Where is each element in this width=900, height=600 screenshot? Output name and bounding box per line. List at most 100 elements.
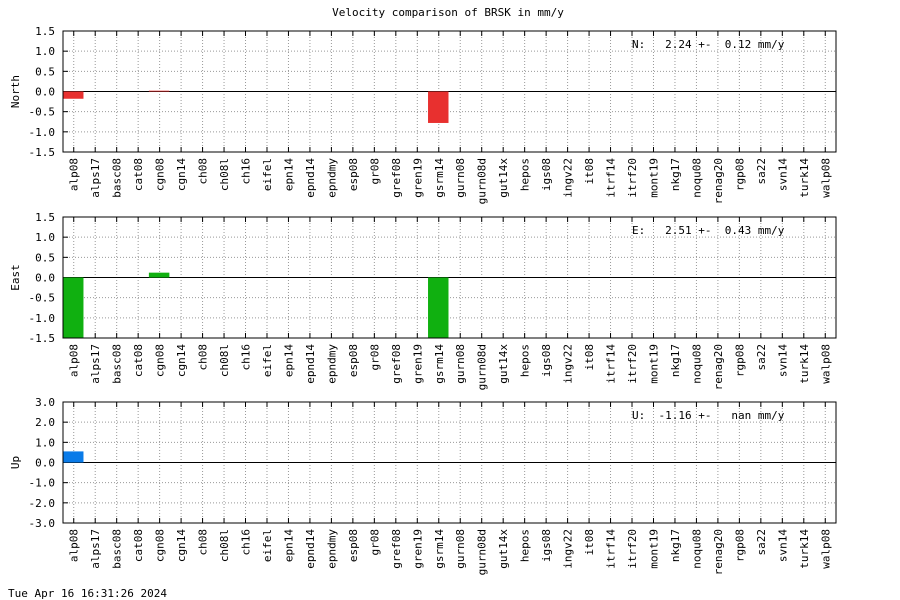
x-tick-label: alp08 xyxy=(68,344,81,377)
x-tick-label: gref08 xyxy=(390,529,403,569)
annotation: N: 2.24 +- 0.12 mm/y xyxy=(632,38,785,51)
x-tick-label: svn14 xyxy=(776,158,789,191)
x-tick-label: nkg17 xyxy=(669,529,682,562)
x-tick-label: gurn08d xyxy=(476,529,489,575)
x-tick-label: gurn08 xyxy=(454,529,467,569)
x-tick-label: itrf14 xyxy=(605,529,618,569)
x-tick-label: sa22 xyxy=(755,529,768,556)
x-tick-label: hepos xyxy=(519,344,532,377)
y-axis-label: East xyxy=(9,264,22,291)
x-tick-label: noqu08 xyxy=(690,529,703,569)
x-tick-label: epn14 xyxy=(282,344,295,377)
x-tick-label: epnd14 xyxy=(304,529,317,569)
x-tick-label: cat08 xyxy=(132,529,145,562)
x-tick-label: epndmy xyxy=(325,529,338,569)
y-tick-label: 0.0 xyxy=(35,457,55,470)
x-tick-label: eifel xyxy=(261,529,274,562)
y-tick-label: 1.0 xyxy=(35,231,55,244)
x-tick-label: svn14 xyxy=(776,529,789,562)
x-tick-label: rgp08 xyxy=(733,344,746,377)
y-axis-label: Up xyxy=(9,456,22,469)
y-tick-label: -1.0 xyxy=(29,126,56,139)
x-tick-label: cat08 xyxy=(132,158,145,191)
x-tick-label: cgn08 xyxy=(154,529,167,562)
x-tick-label: nkg17 xyxy=(669,158,682,191)
plot-frame xyxy=(62,401,837,524)
bar xyxy=(148,272,170,278)
x-tick-label: cgn08 xyxy=(154,158,167,191)
x-tick-label: gref08 xyxy=(390,344,403,384)
x-tick-label: gr08 xyxy=(368,529,381,556)
y-axis-label: North xyxy=(9,75,22,108)
y-tick-label: -1.0 xyxy=(29,312,56,325)
x-tick-label: walp08 xyxy=(819,158,832,198)
x-tick-label: ch08l xyxy=(218,529,231,562)
timestamp: Tue Apr 16 16:31:26 2024 xyxy=(8,587,167,600)
x-tick-label: cgn14 xyxy=(175,344,188,377)
x-tick-label: noqu08 xyxy=(690,158,703,198)
x-tick-label: rgp08 xyxy=(733,529,746,562)
x-tick-label: walp08 xyxy=(819,529,832,569)
x-tick-label: walp08 xyxy=(819,344,832,384)
x-tick-label: esp08 xyxy=(347,529,360,562)
y-tick-label: 3.0 xyxy=(35,396,55,409)
x-tick-label: ingv22 xyxy=(562,344,575,384)
x-tick-label: renag20 xyxy=(712,344,725,390)
x-tick-label: epn14 xyxy=(282,158,295,191)
x-tick-label: esp08 xyxy=(347,344,360,377)
y-tick-label: 0.0 xyxy=(35,272,55,285)
x-tick-label: cgn14 xyxy=(175,529,188,562)
y-tick-label: -0.5 xyxy=(29,292,56,305)
x-tick-label: it08 xyxy=(583,158,596,185)
x-tick-label: turk14 xyxy=(798,529,811,569)
x-tick-label: ingv22 xyxy=(562,529,575,569)
x-tick-label: ch16 xyxy=(240,344,253,371)
x-tick-label: sa22 xyxy=(755,344,768,371)
x-tick-label: mont19 xyxy=(647,344,660,384)
bar xyxy=(63,91,84,99)
x-tick-label: epndmy xyxy=(325,344,338,384)
x-tick-label: gsrm14 xyxy=(433,529,446,569)
x-tick-label: gr08 xyxy=(368,158,381,185)
x-tick-label: igs08 xyxy=(540,344,553,377)
x-tick-label: mont19 xyxy=(647,158,660,198)
x-tick-label: alp08 xyxy=(68,158,81,191)
x-tick-label: mont19 xyxy=(647,529,660,569)
x-tick-label: eifel xyxy=(261,158,274,191)
y-tick-label: 0.5 xyxy=(35,251,55,264)
x-tick-label: cat08 xyxy=(132,344,145,377)
x-tick-label: noqu08 xyxy=(690,344,703,384)
y-tick-label: 1.5 xyxy=(35,211,55,224)
bar xyxy=(63,277,84,338)
x-tick-label: sa22 xyxy=(755,158,768,185)
y-tick-label: 1.0 xyxy=(35,436,55,449)
x-tick-label: basc08 xyxy=(111,529,124,569)
x-tick-label: ch08 xyxy=(197,158,210,185)
x-tick-label: alp08 xyxy=(68,529,81,562)
x-tick-label: gut14x xyxy=(497,529,510,569)
x-tick-label: gut14x xyxy=(497,158,510,198)
x-tick-label: hepos xyxy=(519,158,532,191)
x-tick-label: alps17 xyxy=(89,344,102,384)
x-tick-label: gurn08d xyxy=(476,344,489,390)
x-tick-label: basc08 xyxy=(111,158,124,198)
annotation: E: 2.51 +- 0.43 mm/y xyxy=(632,224,785,237)
x-tick-label: itrf14 xyxy=(605,158,618,198)
x-tick-label: alps17 xyxy=(89,529,102,569)
x-tick-label: svn14 xyxy=(776,344,789,377)
x-tick-label: epn14 xyxy=(282,529,295,562)
x-tick-label: igs08 xyxy=(540,158,553,191)
y-tick-label: -1.0 xyxy=(29,477,56,490)
x-tick-label: basc08 xyxy=(111,344,124,384)
x-tick-label: gsrm14 xyxy=(433,344,446,384)
x-tick-label: itrf20 xyxy=(626,158,639,198)
bar xyxy=(428,91,449,123)
x-tick-label: epndmy xyxy=(325,158,338,198)
y-tick-label: -3.0 xyxy=(29,517,56,530)
x-tick-label: gsrm14 xyxy=(433,158,446,198)
x-tick-label: ingv22 xyxy=(562,158,575,198)
bar xyxy=(63,451,84,463)
x-tick-label: esp08 xyxy=(347,158,360,191)
plot-frame xyxy=(62,30,837,153)
x-tick-label: it08 xyxy=(583,529,596,556)
